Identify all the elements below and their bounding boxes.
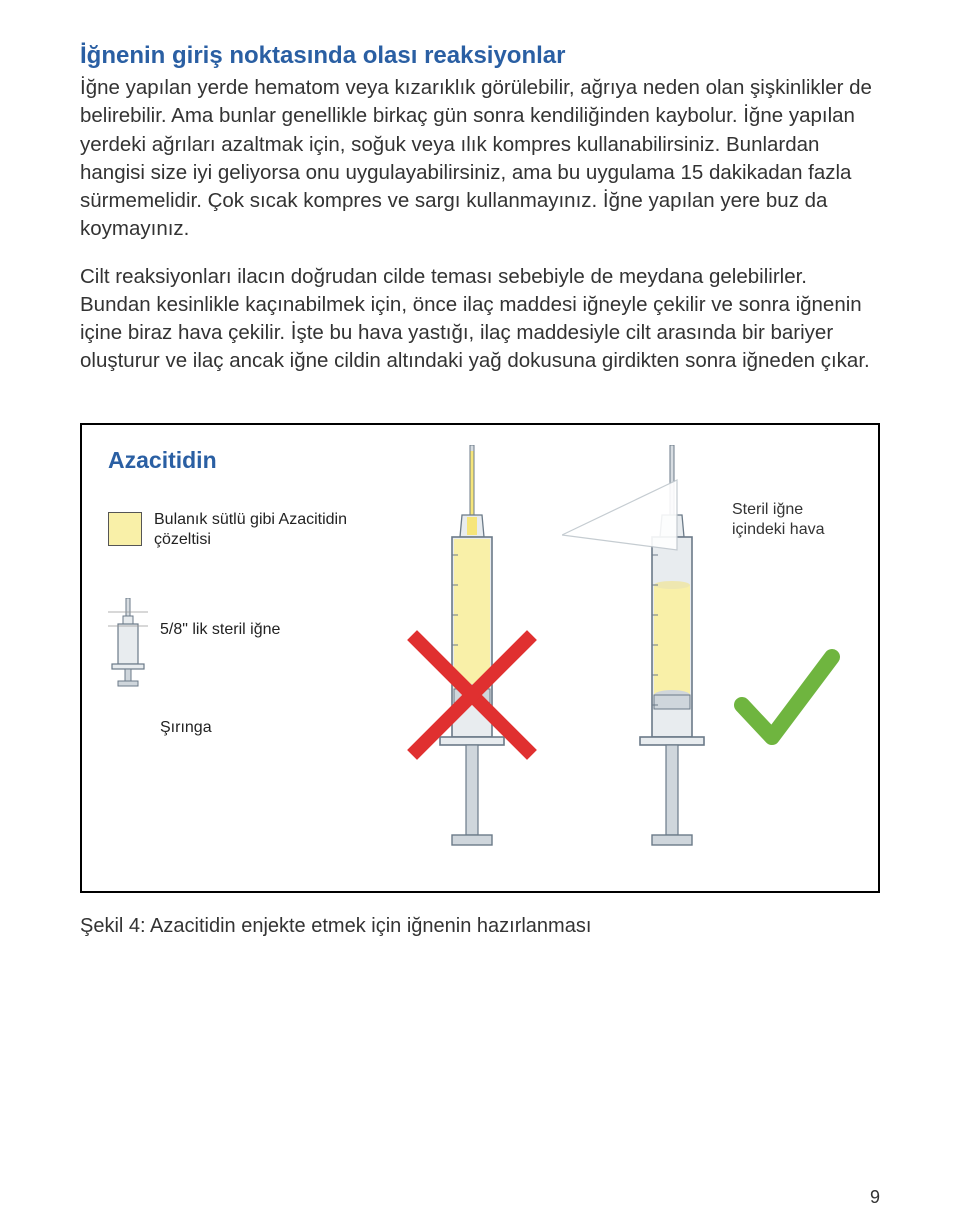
diagram-box: Azacitidin Bulanık sütlü gibi Azacitidin… (80, 423, 880, 893)
figure-caption: Şekil 4: Azacitidin enjekte etmek için i… (80, 915, 880, 938)
callout-wedge-icon (562, 455, 742, 565)
air-gap-label: Steril iğne içindeki hava (732, 500, 852, 540)
cross-icon (402, 625, 542, 765)
legend-syringe: Şırınga (108, 718, 368, 738)
page-number: 9 (870, 1187, 880, 1208)
legend-solution: Bulanık sütlü gibi Azacitidin çözeltisi (108, 510, 368, 550)
legend-solution-label: Bulanık sütlü gibi Azacitidin çözeltisi (154, 510, 368, 550)
legend-column: Bulanık sütlü gibi Azacitidin çözeltisi (108, 510, 368, 786)
solution-swatch-icon (108, 512, 142, 546)
check-icon (732, 645, 842, 755)
section-heading: İğnenin giriş noktasında olası reaksiyon… (80, 40, 880, 72)
paragraph-1: İğne yapılan yerde hematom veya kızarıkl… (80, 74, 880, 242)
legend-needle: 5/8" lik steril iğne (108, 598, 368, 688)
legend-needle-label: 5/8" lik steril iğne (160, 620, 280, 640)
mini-syringe-icon (108, 598, 148, 688)
syringes-area: Steril iğne içindeki hava (412, 445, 852, 871)
legend-syringe-label: Şırınga (160, 718, 212, 738)
paragraph-2: Cilt reaksiyonları ilacın doğrudan cilde… (80, 263, 880, 375)
